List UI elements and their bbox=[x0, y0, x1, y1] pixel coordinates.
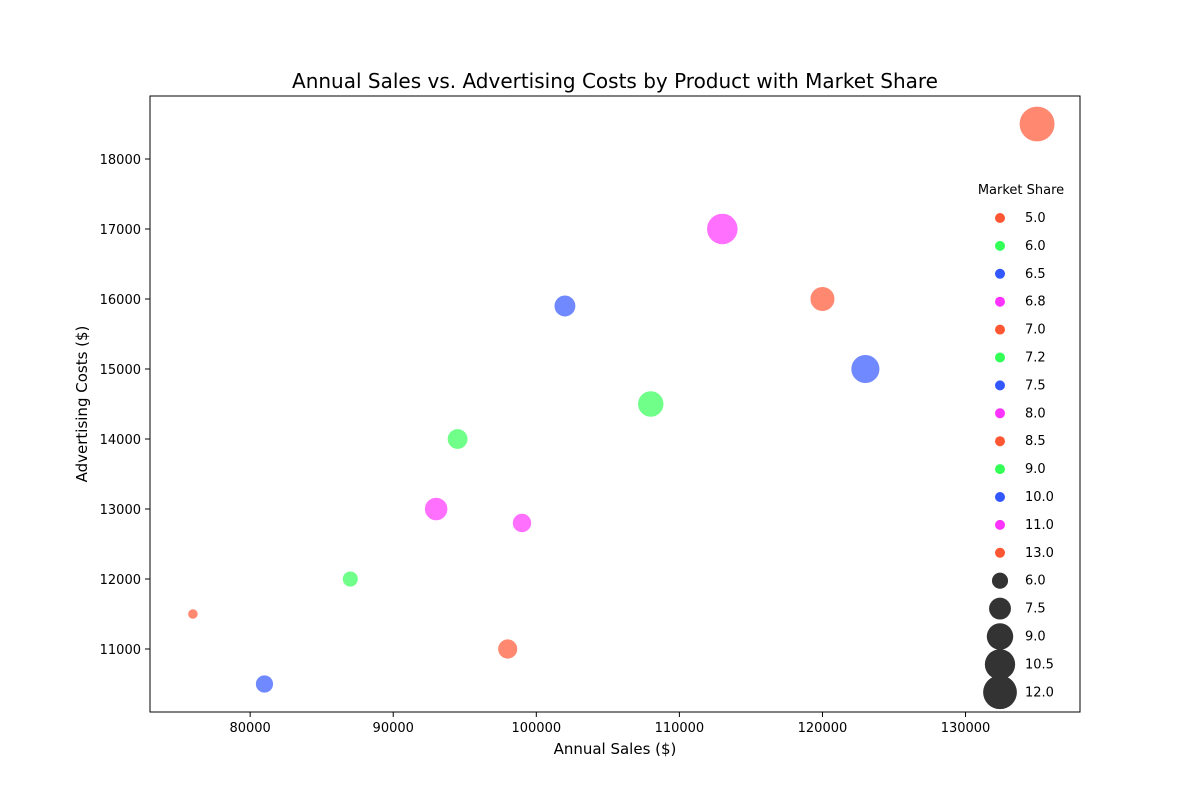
legend-hue-marker bbox=[995, 408, 1005, 419]
legend-hue-marker bbox=[995, 296, 1005, 307]
x-axis: 80000 90000 100000 110000 120000 130000 bbox=[229, 712, 990, 736]
x-tick-label: 110000 bbox=[655, 721, 705, 736]
legend-hue-label: 7.2 bbox=[1025, 351, 1046, 366]
legend-hue-label: 5.0 bbox=[1025, 211, 1046, 226]
data-point bbox=[706, 212, 739, 246]
legend-hue-marker bbox=[995, 492, 1005, 502]
legend-size-marker bbox=[989, 597, 1011, 620]
y-tick-label: 18000 bbox=[100, 153, 141, 168]
y-tick-label: 15000 bbox=[100, 363, 141, 378]
legend-hue-label: 6.5 bbox=[1025, 267, 1046, 282]
y-axis-label: Advertising Costs ($) bbox=[73, 326, 91, 483]
y-tick-label: 17000 bbox=[100, 223, 141, 238]
legend-hue-label: 8.5 bbox=[1025, 434, 1046, 449]
data-point bbox=[341, 570, 359, 588]
legend-hue-marker bbox=[995, 324, 1005, 335]
data-point bbox=[423, 496, 449, 522]
legend-size-label: 12.0 bbox=[1025, 685, 1054, 700]
legend-hue-label: 8.0 bbox=[1025, 406, 1046, 421]
data-points bbox=[187, 105, 1056, 694]
legend-hue-marker bbox=[995, 519, 1005, 530]
legend: Market Share 5.0 6.0 6.5 6.8 7.0 7.2 7.5 8.0 8.5… bbox=[978, 183, 1064, 710]
legend-size-label: 7.5 bbox=[1025, 602, 1046, 617]
legend-hue-marker bbox=[995, 464, 1005, 475]
legend-hue-marker bbox=[995, 380, 1005, 391]
legend-hue-label: 11.0 bbox=[1025, 518, 1054, 533]
y-tick-label: 12000 bbox=[100, 573, 141, 588]
data-point bbox=[637, 390, 665, 418]
legend-hue-marker bbox=[995, 547, 1005, 558]
legend-hue-label: 7.5 bbox=[1025, 378, 1046, 393]
data-point bbox=[553, 294, 577, 318]
legend-size-marker bbox=[991, 572, 1009, 589]
legend-size-label: 9.0 bbox=[1025, 630, 1046, 645]
legend-hue-label: 7.0 bbox=[1025, 323, 1046, 338]
plot-area-frame bbox=[149, 95, 1081, 713]
data-point bbox=[254, 674, 275, 694]
data-point bbox=[497, 638, 519, 660]
legend-size-marker bbox=[986, 623, 1014, 650]
x-tick-label: 100000 bbox=[511, 721, 561, 736]
x-tick-label: 120000 bbox=[798, 721, 848, 736]
legend-title: Market Share bbox=[978, 183, 1064, 198]
legend-size-marker bbox=[984, 649, 1016, 680]
data-point bbox=[1018, 105, 1056, 143]
legend-hue-label: 13.0 bbox=[1025, 546, 1054, 561]
legend-size-label: 10.5 bbox=[1025, 657, 1054, 672]
y-tick-label: 11000 bbox=[100, 643, 141, 658]
legend-size-label: 6.0 bbox=[1025, 574, 1046, 589]
y-tick-label: 14000 bbox=[100, 433, 141, 448]
x-tick-label: 80000 bbox=[229, 721, 270, 736]
legend-hue-label: 10.0 bbox=[1025, 490, 1054, 505]
x-tick-label: 90000 bbox=[373, 721, 414, 736]
legend-hue-marker bbox=[995, 213, 1005, 223]
legend-hue-marker bbox=[995, 268, 1005, 279]
data-point bbox=[850, 353, 881, 385]
data-point bbox=[446, 428, 469, 450]
legend-hue-label: 6.0 bbox=[1025, 239, 1046, 254]
data-point bbox=[187, 608, 199, 620]
x-tick-label: 130000 bbox=[941, 721, 991, 736]
data-point bbox=[511, 512, 533, 534]
legend-hue-label: 6.8 bbox=[1025, 295, 1046, 310]
data-point bbox=[809, 285, 836, 313]
legend-size-marker bbox=[983, 675, 1017, 710]
chart-title: Annual Sales vs. Advertising Costs by Pr… bbox=[292, 69, 938, 93]
legend-hue-label: 9.0 bbox=[1025, 462, 1046, 477]
y-tick-label: 16000 bbox=[100, 293, 141, 308]
legend-hue-marker bbox=[995, 436, 1005, 447]
x-axis-label: Annual Sales ($) bbox=[554, 740, 677, 758]
legend-hue-marker bbox=[995, 240, 1005, 251]
y-axis: 11000 12000 13000 14000 15000 16000 17000 18000 bbox=[100, 153, 150, 658]
y-tick-label: 13000 bbox=[100, 503, 141, 518]
legend-hue-marker bbox=[995, 352, 1005, 363]
